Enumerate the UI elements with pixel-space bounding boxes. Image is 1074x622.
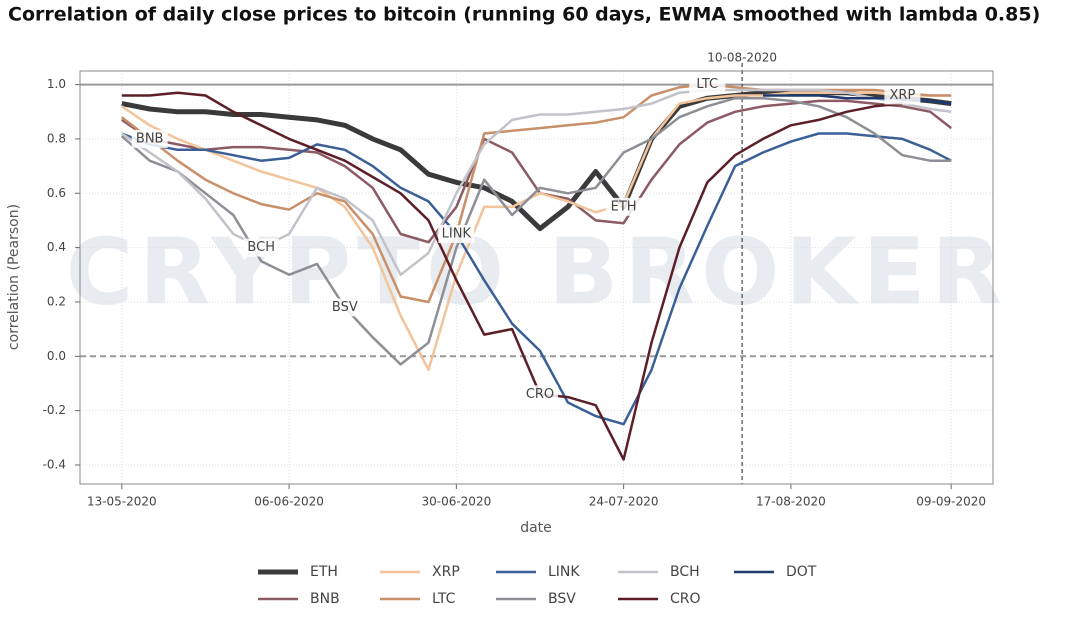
series-line [121, 90, 952, 232]
x-tick-label: 13-05-2020 [87, 495, 157, 509]
inline-label-bg [131, 129, 168, 148]
legend-item: BSV [496, 591, 576, 607]
inline-label-bg [326, 298, 363, 317]
legend-label: BNB [310, 591, 340, 607]
series-line [121, 132, 952, 426]
legend-item: XRP [380, 564, 460, 580]
x-tick-label: 17-08-2020 [756, 495, 826, 509]
legend-item: LTC [380, 591, 456, 607]
legend-item: BNB [258, 591, 340, 607]
y-tick-label: 0.6 [47, 186, 66, 200]
legend-item: DOT [734, 564, 817, 580]
legend-label: LTC [432, 591, 456, 607]
series-line [121, 91, 952, 372]
inline-label: LTC [696, 77, 718, 92]
legend-label: ETH [310, 564, 338, 580]
inline-label: LINK [442, 227, 472, 242]
y-axis-label: correlation (Pearson) [6, 204, 22, 350]
series-line [121, 91, 903, 461]
inline-label-bg [689, 75, 726, 94]
y-tick-label: 0.0 [47, 349, 66, 363]
x-tick-label: 06-06-2020 [254, 495, 324, 509]
x-tick-label: 24-07-2020 [589, 495, 659, 509]
x-axis-label: date [520, 520, 552, 536]
inline-label: BNB [136, 131, 164, 146]
legend-label: XRP [432, 564, 460, 580]
legend-label: DOT [786, 564, 817, 580]
vertical-marker-label: 10-08-2020 [707, 51, 777, 65]
chart-title: Correlation of daily close prices to bit… [8, 4, 1040, 26]
legend-label: CRO [670, 591, 701, 607]
y-tick-label: -0.4 [43, 457, 66, 471]
y-tick-label: 0.8 [47, 131, 66, 145]
legend-item: CRO [618, 591, 701, 607]
inline-label-bg [243, 238, 280, 257]
legend-label: BSV [548, 591, 576, 607]
legend-item: LINK [496, 564, 580, 580]
inline-label-bg [438, 225, 475, 244]
inline-label: BSV [332, 300, 358, 315]
y-tick-label: -0.2 [43, 403, 66, 417]
y-tick-label: 1.0 [47, 77, 66, 91]
plot-frame [79, 70, 994, 485]
legend-label: BCH [670, 564, 700, 580]
inline-label: ETH [611, 199, 637, 214]
inline-label: BCH [247, 240, 275, 255]
inline-label: CRO [526, 387, 554, 402]
legend-item: BCH [618, 564, 700, 580]
x-tick-label: 30-06-2020 [421, 495, 491, 509]
inline-label: XRP [890, 88, 916, 103]
legend-item: ETH [258, 564, 338, 580]
series-line [763, 94, 952, 105]
watermark: CRYPTO BROKER [66, 218, 1009, 325]
y-tick-label: 0.4 [47, 240, 66, 254]
inline-label-bg [521, 385, 558, 404]
inline-label-bg [884, 86, 921, 105]
series-line [120, 96, 952, 366]
legend-label: LINK [548, 564, 580, 580]
inline-label-bg [605, 197, 642, 216]
y-tick-label: 0.2 [47, 294, 66, 308]
x-tick-label: 09-09-2020 [916, 495, 986, 509]
